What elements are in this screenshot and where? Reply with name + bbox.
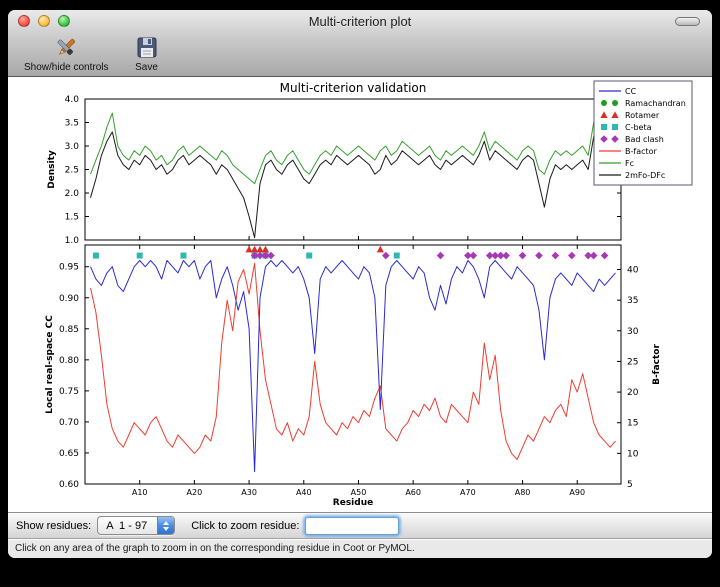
window-title: Multi-criterion plot bbox=[308, 13, 412, 29]
titlebar[interactable]: Multi-criterion plot bbox=[8, 10, 712, 32]
plot-area: Multi-criterion validation 1.0 1.5 2.0 2.5 3.… bbox=[8, 77, 712, 512]
toolbar: Show/hide controls Save bbox=[8, 32, 712, 75]
svg-text:20: 20 bbox=[627, 388, 639, 398]
svg-text:40: 40 bbox=[627, 266, 639, 276]
app-window: Multi-criterion plot bbox=[8, 10, 712, 558]
save-icon bbox=[133, 34, 161, 62]
controls-bar: Show residues: A 1 - 97 Click to zoom re… bbox=[8, 512, 712, 538]
svg-text:Fc: Fc bbox=[625, 159, 634, 168]
svg-text:0.70: 0.70 bbox=[59, 418, 79, 428]
close-button[interactable] bbox=[18, 15, 30, 27]
svg-text:Residue: Residue bbox=[333, 498, 373, 508]
minimize-button[interactable] bbox=[38, 15, 50, 27]
show-hide-controls-button[interactable]: Show/hide controls bbox=[20, 34, 113, 73]
residue-range-popup[interactable]: A 1 - 97 bbox=[97, 516, 176, 535]
svg-text:10: 10 bbox=[627, 449, 639, 459]
toolbar-toggle-button[interactable] bbox=[675, 17, 700, 26]
svg-text:0.95: 0.95 bbox=[59, 263, 79, 273]
zoom-residue-label: Click to zoom residue: bbox=[191, 519, 300, 532]
svg-text:25: 25 bbox=[627, 357, 638, 367]
svg-text:Bad clash: Bad clash bbox=[625, 135, 664, 144]
svg-text:A80: A80 bbox=[515, 488, 531, 497]
svg-text:35: 35 bbox=[627, 296, 638, 306]
svg-text:30: 30 bbox=[627, 327, 639, 337]
svg-text:Multi-criterion validation: Multi-criterion validation bbox=[280, 81, 427, 95]
svg-text:3.5: 3.5 bbox=[65, 119, 79, 129]
svg-text:1.0: 1.0 bbox=[65, 236, 80, 246]
svg-text:Local real-space CC: Local real-space CC bbox=[45, 315, 55, 414]
arrow-down-icon bbox=[163, 526, 170, 531]
svg-text:3.0: 3.0 bbox=[65, 142, 80, 152]
svg-text:2.5: 2.5 bbox=[65, 166, 79, 176]
svg-text:0.60: 0.60 bbox=[59, 480, 79, 490]
show-residues-label: Show residues: bbox=[16, 519, 92, 532]
svg-text:CC: CC bbox=[625, 87, 637, 96]
svg-text:A60: A60 bbox=[405, 488, 421, 497]
svg-text:Ramachandran: Ramachandran bbox=[625, 99, 686, 108]
multi-criterion-chart[interactable]: Multi-criterion validation 1.0 1.5 2.0 2.5 3.… bbox=[8, 77, 712, 512]
status-bar: Click on any area of the graph to zoom i… bbox=[8, 538, 712, 558]
svg-text:A10: A10 bbox=[132, 488, 148, 497]
zoom-residue-input[interactable] bbox=[305, 516, 400, 535]
show-hide-controls-label: Show/hide controls bbox=[24, 62, 109, 73]
svg-text:Density: Density bbox=[47, 150, 57, 189]
arrow-up-icon bbox=[163, 520, 170, 525]
tools-icon bbox=[52, 34, 80, 62]
save-label: Save bbox=[135, 62, 158, 73]
svg-text:A50: A50 bbox=[351, 488, 367, 497]
svg-text:A70: A70 bbox=[460, 488, 476, 497]
window-chrome: Multi-criterion plot bbox=[8, 10, 712, 77]
svg-text:B-factor: B-factor bbox=[652, 344, 662, 385]
svg-text:A90: A90 bbox=[569, 488, 585, 497]
svg-text:15: 15 bbox=[627, 419, 638, 429]
svg-text:B-factor: B-factor bbox=[625, 147, 658, 156]
svg-text:Rotamer: Rotamer bbox=[625, 111, 660, 120]
svg-text:C-beta: C-beta bbox=[625, 123, 652, 132]
svg-text:A40: A40 bbox=[296, 488, 312, 497]
svg-text:A20: A20 bbox=[187, 488, 203, 497]
svg-text:0.75: 0.75 bbox=[59, 387, 79, 397]
svg-text:0.65: 0.65 bbox=[59, 449, 79, 459]
status-text: Click on any area of the graph to zoom i… bbox=[15, 543, 415, 554]
traffic-lights bbox=[18, 15, 70, 27]
svg-text:5: 5 bbox=[627, 480, 633, 490]
maximize-button[interactable] bbox=[58, 15, 70, 27]
popup-stepper-icon bbox=[157, 517, 175, 534]
save-button[interactable]: Save bbox=[129, 34, 165, 73]
svg-text:0.80: 0.80 bbox=[59, 356, 79, 366]
svg-text:2.0: 2.0 bbox=[65, 189, 80, 199]
svg-text:2mFo-DFc: 2mFo-DFc bbox=[625, 171, 665, 180]
svg-text:0.90: 0.90 bbox=[59, 294, 79, 304]
svg-text:4.0: 4.0 bbox=[65, 95, 80, 105]
svg-text:0.85: 0.85 bbox=[59, 325, 79, 335]
residue-range-value: A 1 - 97 bbox=[106, 519, 148, 532]
svg-text:1.5: 1.5 bbox=[65, 213, 79, 223]
svg-text:A30: A30 bbox=[241, 488, 257, 497]
